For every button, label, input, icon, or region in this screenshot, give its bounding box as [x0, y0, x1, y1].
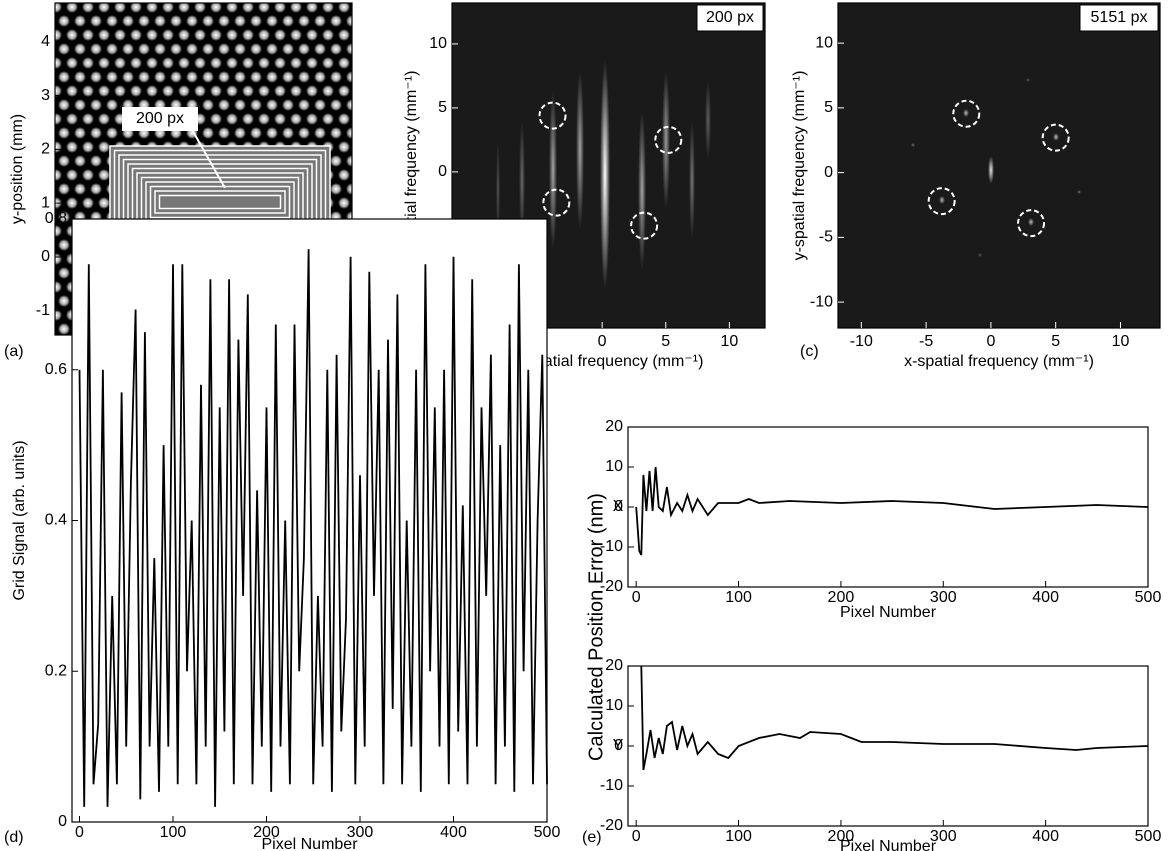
y-tick-label: 3	[41, 87, 50, 104]
spectrum-peak	[1028, 218, 1034, 226]
x-tick-label: 100	[725, 828, 752, 845]
spectrum-image	[838, 3, 1160, 328]
series-label: Y	[613, 737, 624, 754]
x-tick-label: 5	[1051, 333, 1060, 350]
y-tick-label: 20	[605, 657, 623, 674]
y-tick-label: 0.6	[45, 361, 67, 378]
x-axis-label: Pixel Number	[840, 604, 937, 621]
y-tick-label: 0	[438, 163, 447, 180]
y-tick-label: 10	[605, 697, 623, 714]
x-tick-label: 0	[986, 333, 995, 350]
x-tick-label: 100	[160, 824, 187, 841]
spectrum-peak	[939, 196, 945, 204]
x-tick-label: 500	[1135, 828, 1162, 845]
x-tick-label: -5	[919, 333, 933, 350]
inset-label: 5151 px	[1091, 9, 1148, 26]
figure: 200 px5151 px01234-101234x-position (mm)…	[0, 0, 1169, 851]
x-axis-label: x-spatial frequency (mm⁻¹)	[904, 353, 1094, 370]
y-tick-label: 0	[58, 813, 67, 830]
spectrum-peak	[1026, 78, 1030, 82]
x-tick-label: 0	[632, 828, 641, 845]
inset-label: 200 px	[706, 9, 754, 26]
panel-label: (c)	[800, 343, 819, 360]
y-tick-label: -10	[810, 293, 833, 310]
y-tick-label: 10	[605, 458, 623, 475]
spectrum-peak	[911, 143, 915, 147]
x-tick-label: 500	[534, 824, 561, 841]
y-tick-label: -5	[819, 229, 833, 246]
y-tick-label: 5	[824, 99, 833, 116]
y-axis-label: y-position (mm)	[9, 114, 26, 224]
y-axis-label: Grid Signal (arb. units)	[11, 440, 28, 600]
y-tick-label: 5	[438, 99, 447, 116]
y-tick-label: -1	[36, 302, 50, 319]
spectrum-peak	[1053, 133, 1059, 141]
spectrum-peak	[988, 156, 994, 184]
y-tick-label: 4	[41, 33, 50, 50]
y-axis-label: y-spatial frequency (mm⁻¹)	[791, 71, 808, 261]
spectrum-peak	[662, 70, 670, 210]
panel-label: (a)	[4, 343, 24, 360]
x-tick-label: 500	[1135, 589, 1162, 606]
x-tick-label: 400	[1032, 589, 1059, 606]
x-tick-label: -10	[850, 333, 873, 350]
plot-area	[628, 666, 1148, 826]
panel-label: (d)	[4, 829, 24, 846]
spectrum-peak	[638, 110, 646, 270]
spectrum-peak	[705, 80, 711, 160]
x-tick-label: 10	[720, 333, 738, 350]
page: 200 px5151 px01234-101234x-position (mm)…	[0, 0, 1169, 851]
x-tick-label: 400	[1032, 828, 1059, 845]
x-axis-label: Pixel Number	[840, 838, 937, 851]
y-tick-label: 20	[605, 418, 623, 435]
y-tick-label: 1	[41, 194, 50, 211]
spectrum-peak	[576, 70, 584, 230]
spectrum-peak	[689, 120, 695, 240]
y-tick-label: -20	[600, 817, 623, 834]
y-tick-label: 0.8	[45, 210, 67, 227]
y-tick-label: 10	[815, 34, 833, 51]
spectrum-peak	[978, 253, 982, 257]
spectrum-peak	[963, 109, 969, 117]
spectrum-peak	[549, 90, 557, 250]
spectrum-peak	[600, 60, 610, 290]
panel-label: (e)	[582, 829, 602, 846]
x-tick-label: 100	[725, 589, 752, 606]
y-tick-label: -10	[600, 777, 623, 794]
series-label: X	[613, 498, 624, 515]
x-tick-label: 0	[75, 824, 84, 841]
y-tick-label: 10	[429, 35, 447, 52]
x-tick-label: 400	[440, 824, 467, 841]
y-axis-label: Calculated Position Error (nm)	[585, 493, 607, 761]
y-tick-label: 0.2	[45, 662, 67, 679]
plot-area	[628, 427, 1148, 587]
y-tick-label: 0	[824, 164, 833, 181]
x-tick-label: 10	[1112, 333, 1130, 350]
y-tick-label: 0	[41, 248, 50, 265]
x-tick-label: 5	[661, 333, 670, 350]
y-tick-label: 0.4	[45, 512, 67, 529]
x-tick-label: 0	[598, 333, 607, 350]
annotation: 200 px	[136, 110, 184, 127]
x-tick-label: 0	[632, 589, 641, 606]
x-axis-label: Pixel Number	[261, 836, 358, 851]
spectrum-peak	[1077, 190, 1081, 194]
y-tick-label: 2	[41, 141, 50, 158]
